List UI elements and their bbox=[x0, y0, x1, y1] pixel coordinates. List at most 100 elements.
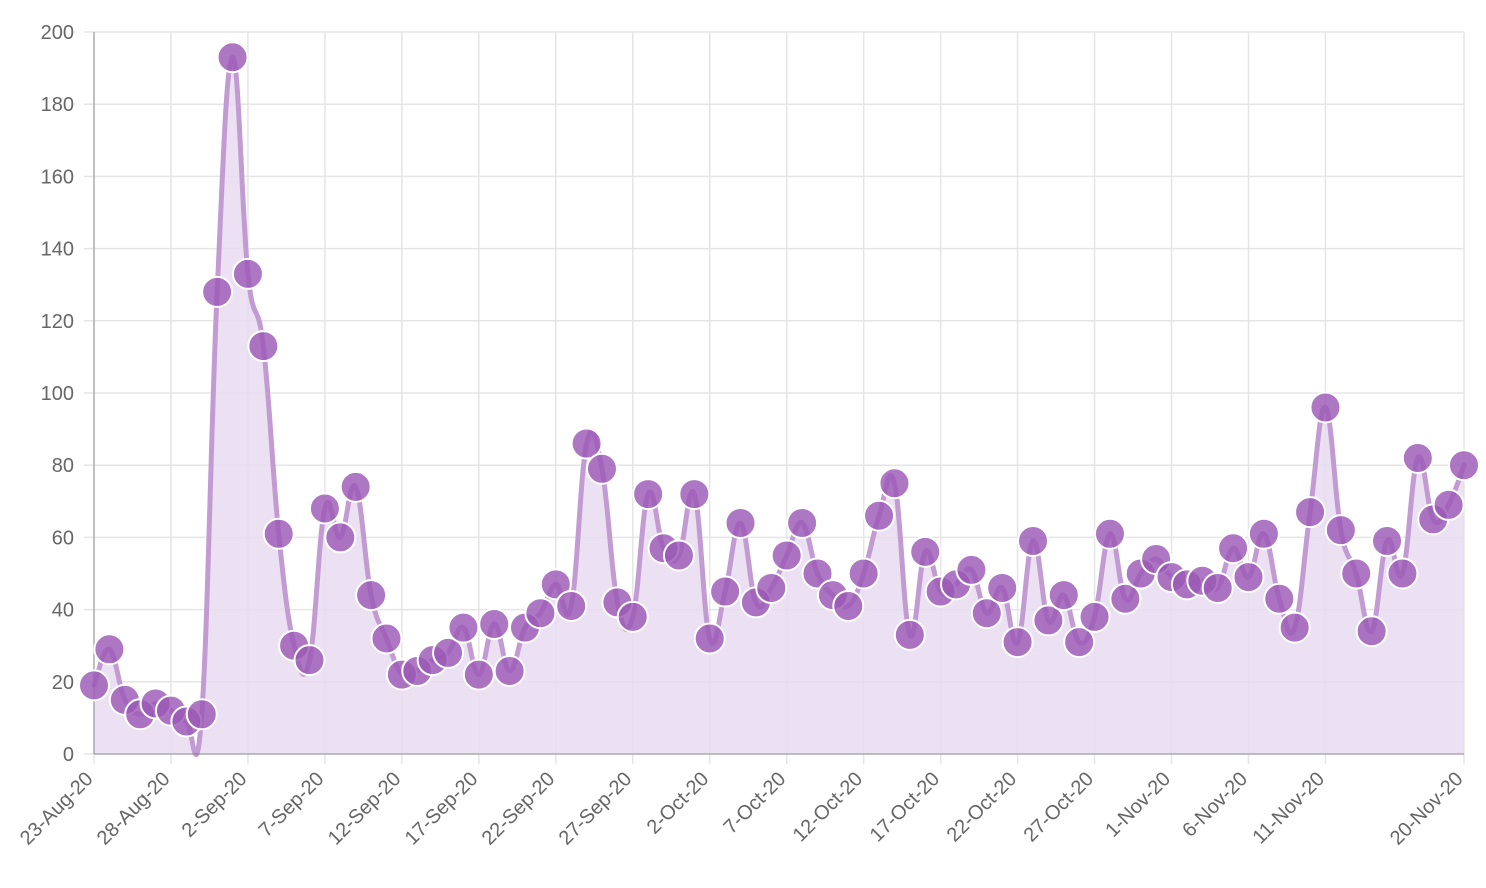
y-tick-label: 200 bbox=[41, 22, 74, 44]
data-point[interactable] bbox=[1032, 604, 1065, 637]
x-tick-label: 22-Sep-20 bbox=[478, 768, 560, 850]
x-tick-label: 2-Oct-20 bbox=[643, 768, 714, 839]
x-tick-label: 27-Sep-20 bbox=[555, 768, 637, 850]
x-tick-label: 1-Nov-20 bbox=[1101, 768, 1175, 842]
data-point[interactable] bbox=[847, 557, 880, 590]
data-point[interactable] bbox=[462, 658, 495, 691]
data-points bbox=[78, 41, 1480, 738]
data-point[interactable] bbox=[216, 41, 249, 74]
data-point[interactable] bbox=[1401, 441, 1434, 474]
data-point[interactable] bbox=[801, 557, 834, 590]
y-tick-label: 80 bbox=[52, 455, 74, 477]
data-point[interactable] bbox=[1355, 615, 1388, 648]
data-point[interactable] bbox=[555, 589, 588, 622]
data-point[interactable] bbox=[724, 506, 757, 539]
data-point[interactable] bbox=[370, 622, 403, 655]
axes bbox=[84, 31, 1464, 755]
data-point[interactable] bbox=[616, 600, 649, 633]
data-point[interactable] bbox=[970, 597, 1003, 630]
data-point[interactable] bbox=[1324, 514, 1357, 547]
data-point[interactable] bbox=[1294, 496, 1327, 529]
data-point[interactable] bbox=[231, 257, 264, 290]
data-point[interactable] bbox=[678, 478, 711, 511]
data-point[interactable] bbox=[93, 633, 126, 666]
x-tick-label: 7-Oct-20 bbox=[720, 768, 791, 839]
data-point[interactable] bbox=[1217, 532, 1250, 565]
x-tick-label: 7-Sep-20 bbox=[255, 768, 329, 842]
data-point[interactable] bbox=[832, 589, 865, 622]
x-tick-label: 22-Oct-20 bbox=[943, 768, 1021, 846]
data-point[interactable] bbox=[1263, 582, 1296, 615]
data-point[interactable] bbox=[878, 467, 911, 500]
y-tick-label: 60 bbox=[52, 527, 74, 549]
data-point[interactable] bbox=[339, 470, 372, 503]
data-point[interactable] bbox=[1001, 626, 1034, 659]
series-area bbox=[94, 57, 1464, 755]
data-point[interactable] bbox=[324, 521, 357, 554]
data-point[interactable] bbox=[1063, 626, 1096, 659]
data-point[interactable] bbox=[293, 644, 326, 677]
data-point[interactable] bbox=[1278, 611, 1311, 644]
data-point[interactable] bbox=[478, 608, 511, 641]
data-point[interactable] bbox=[693, 622, 726, 655]
data-point[interactable] bbox=[247, 330, 280, 363]
data-point[interactable] bbox=[539, 568, 572, 601]
data-point[interactable] bbox=[632, 478, 665, 511]
data-point[interactable] bbox=[570, 427, 603, 460]
data-point[interactable] bbox=[447, 611, 480, 644]
data-point[interactable] bbox=[893, 618, 926, 651]
data-point[interactable] bbox=[863, 499, 896, 532]
data-point[interactable] bbox=[1309, 391, 1342, 424]
y-tick-label: 100 bbox=[41, 383, 74, 405]
x-tick-label: 23-Aug-20 bbox=[16, 768, 98, 850]
data-point[interactable] bbox=[1016, 525, 1049, 558]
x-tick-label: 27-Oct-20 bbox=[1020, 768, 1098, 846]
data-point[interactable] bbox=[262, 517, 295, 550]
data-point[interactable] bbox=[585, 452, 618, 485]
x-tick-label: 6-Nov-20 bbox=[1178, 768, 1252, 842]
data-point[interactable] bbox=[986, 571, 1019, 604]
data-point[interactable] bbox=[1340, 557, 1373, 590]
data-point[interactable] bbox=[524, 597, 557, 630]
data-point[interactable] bbox=[1047, 579, 1080, 612]
data-point[interactable] bbox=[1247, 517, 1280, 550]
data-point[interactable] bbox=[709, 575, 742, 608]
x-tick-label: 12-Oct-20 bbox=[789, 768, 867, 846]
data-point[interactable] bbox=[1448, 449, 1480, 482]
y-tick-label: 180 bbox=[41, 94, 74, 116]
y-tick-label: 140 bbox=[41, 239, 74, 261]
data-point[interactable] bbox=[185, 698, 218, 731]
x-tick-label: 12-Sep-20 bbox=[324, 768, 406, 850]
y-tick-label: 40 bbox=[52, 600, 74, 622]
data-point[interactable] bbox=[786, 506, 819, 539]
data-point[interactable] bbox=[78, 669, 110, 702]
area-fill bbox=[94, 57, 1464, 755]
data-point[interactable] bbox=[201, 275, 234, 308]
data-point[interactable] bbox=[1093, 517, 1126, 550]
x-tick-label: 20-Nov-20 bbox=[1386, 768, 1468, 850]
data-point[interactable] bbox=[1232, 561, 1265, 594]
data-point[interactable] bbox=[909, 535, 942, 568]
data-point[interactable] bbox=[1371, 525, 1404, 558]
data-point[interactable] bbox=[755, 571, 788, 604]
data-point[interactable] bbox=[355, 579, 388, 612]
data-point[interactable] bbox=[662, 539, 695, 572]
data-point[interactable] bbox=[955, 553, 988, 586]
data-point[interactable] bbox=[1432, 488, 1465, 521]
y-tick-label: 160 bbox=[41, 166, 74, 188]
x-tick-label: 2-Sep-20 bbox=[178, 768, 252, 842]
data-point[interactable] bbox=[1386, 557, 1419, 590]
y-tick-label: 0 bbox=[63, 744, 74, 766]
data-point[interactable] bbox=[432, 636, 465, 669]
x-tick-label: 11-Nov-20 bbox=[1248, 768, 1329, 849]
x-tick-label: 17-Oct-20 bbox=[866, 768, 944, 846]
data-point[interactable] bbox=[493, 654, 526, 687]
data-point[interactable] bbox=[1201, 571, 1234, 604]
data-point[interactable] bbox=[1109, 582, 1142, 615]
x-tick-label: 28-Aug-20 bbox=[93, 768, 175, 850]
data-point[interactable] bbox=[1078, 600, 1111, 633]
data-point[interactable] bbox=[308, 492, 341, 525]
data-point[interactable] bbox=[770, 539, 803, 572]
